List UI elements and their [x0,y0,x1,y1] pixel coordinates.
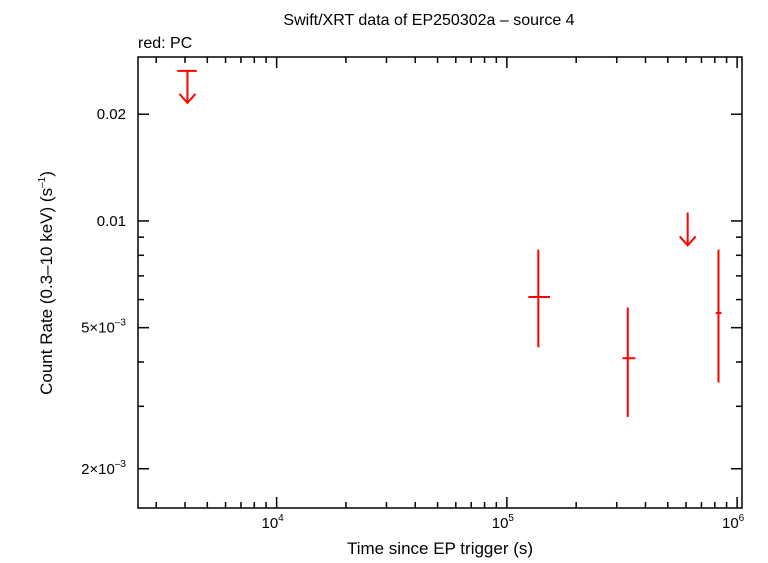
y-axis-label-end: ) [37,171,56,177]
tick-labels: 104 105 106 0.02 0.01 5×10–3 2×10–3 [81,106,745,532]
x-tick-label: 104 [261,513,284,532]
y-tick-label: 0.02 [97,106,126,123]
y-axis-label-sup: –1 [37,176,48,188]
chart-title: Swift/XRT data of EP250302a – source 4 [283,12,574,29]
y-tick-label: 2×10–3 [81,459,126,478]
x-tick-label: 105 [492,513,515,532]
x-tick-label: 106 [722,513,745,532]
upper-limit-arrowhead [678,235,697,247]
y-axis-label: Count Rate (0.3–10 keV) (s–1) [37,171,56,395]
y-axis-label-text: Count Rate (0.3–10 keV) (s [37,188,56,395]
plot-frame [137,56,743,509]
x-axis-label: Time since EP trigger (s) [347,539,533,558]
upper-limit-arrowhead [178,93,197,105]
y-tick-label: 0.01 [97,213,126,230]
axis-ticks [138,57,742,508]
chart-subtitle: red: PC [138,35,192,52]
y-tick-label: 5×10–3 [81,318,126,337]
data-layer [177,69,722,417]
